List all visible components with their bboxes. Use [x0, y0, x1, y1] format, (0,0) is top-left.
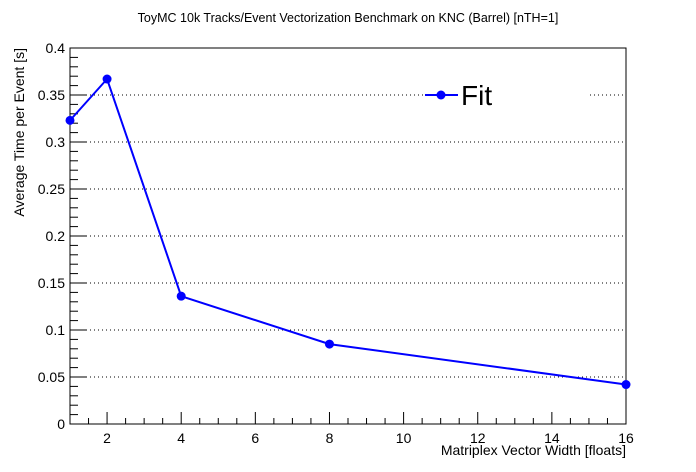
y-tick-label: 0.25 — [38, 181, 65, 197]
x-tick-labels: 2 4 6 8 10 12 14 16 — [103, 430, 634, 446]
y-tick-label: 0.35 — [38, 87, 65, 103]
data-point — [176, 291, 186, 301]
x-axis-label: Matriplex Vector Width [floats] — [441, 442, 626, 458]
data-point — [621, 380, 631, 390]
x-tick-label: 16 — [618, 430, 634, 446]
x-tick-label: 12 — [470, 430, 486, 446]
y-tick-label: 0.4 — [46, 40, 66, 56]
y-tick-label: 0.1 — [46, 322, 66, 338]
x-tick-label: 8 — [326, 430, 334, 446]
y-tick-label: 0.15 — [38, 275, 65, 291]
data-point — [65, 115, 75, 125]
legend: Fit — [425, 76, 590, 116]
series-line-0 — [69, 77, 627, 386]
y-tick-label: 0.2 — [46, 228, 66, 244]
legend-marker — [436, 90, 446, 100]
gridlines — [70, 94, 626, 378]
y-axis-label: Average Time per Event [s] — [11, 48, 27, 217]
data-point — [102, 74, 112, 84]
y-tick-label: 0.3 — [46, 134, 66, 150]
x-tick-label: 10 — [396, 430, 412, 446]
series-fit — [65, 74, 631, 390]
data-point — [324, 339, 334, 349]
y-tick-label: 0.05 — [38, 369, 65, 385]
y-tick-label: 0 — [57, 416, 65, 432]
x-tick-label: 2 — [103, 430, 111, 446]
chart-title: ToyMC 10k Tracks/Event Vectorization Ben… — [138, 11, 559, 25]
x-tick-label: 6 — [251, 430, 259, 446]
x-tick-label: 4 — [177, 430, 185, 446]
y-tick-labels: 0 0.05 0.1 0.15 0.2 0.25 0.3 0.35 0.4 — [38, 40, 65, 432]
legend-label: Fit — [461, 80, 492, 111]
x-tick-label: 14 — [544, 430, 560, 446]
axis-ticks — [69, 47, 627, 425]
